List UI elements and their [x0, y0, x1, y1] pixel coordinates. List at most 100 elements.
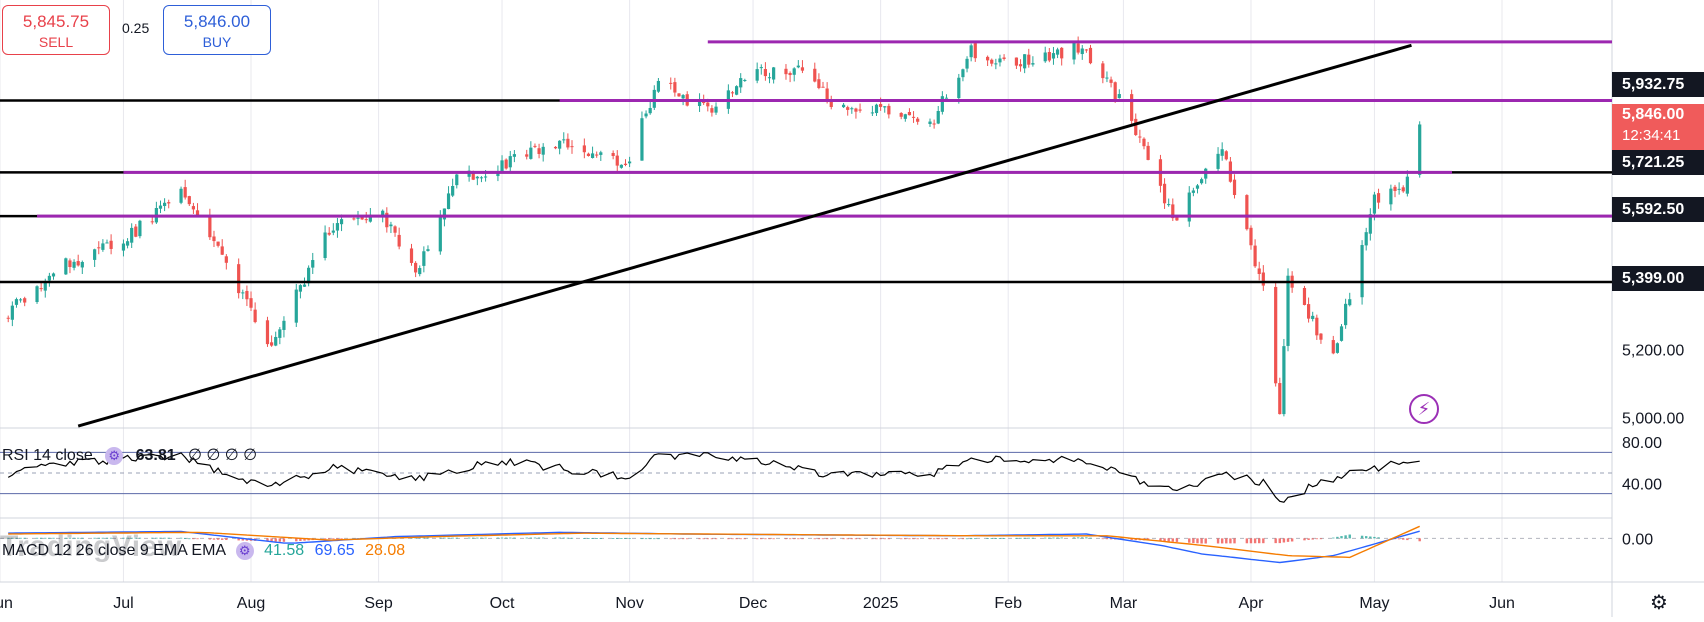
- histogram-bar: [1274, 538, 1277, 544]
- histogram-bar: [97, 537, 100, 539]
- candle: [1109, 76, 1113, 88]
- macd-tick-label: 0.00: [1622, 531, 1653, 548]
- candle: [224, 254, 228, 270]
- candle: [451, 178, 455, 198]
- candle: [101, 239, 105, 252]
- histogram-bar: [1072, 537, 1076, 539]
- candle: [586, 152, 591, 157]
- histogram-bar: [1056, 537, 1059, 539]
- candle: [418, 265, 422, 277]
- hist-value: 28.08: [365, 542, 406, 559]
- histogram-bar: [1307, 538, 1310, 540]
- histogram-bar: [1340, 536, 1343, 539]
- histogram-bar: [788, 538, 792, 540]
- macd-legend[interactable]: MACD 12 26 close 9 EMA EMA ⚙ 41.58 69.65…: [2, 542, 405, 560]
- histogram-bar: [673, 538, 677, 540]
- histogram-bar: [908, 538, 911, 540]
- candle: [1088, 44, 1093, 65]
- histogram-bar: [739, 538, 742, 540]
- time-tick-label: Aug: [237, 595, 265, 612]
- candle: [1418, 121, 1422, 178]
- histogram-bar: [1204, 538, 1207, 544]
- candle: [537, 143, 541, 159]
- histogram-bar: [1023, 537, 1026, 539]
- histogram-bar: [1319, 538, 1323, 540]
- lightning-bolt-icon[interactable]: ⚡: [1409, 394, 1439, 424]
- candle: [1339, 324, 1344, 342]
- histogram-bar: [558, 537, 561, 539]
- candle: [35, 285, 39, 304]
- gear-circle-icon[interactable]: ⚙: [105, 447, 124, 465]
- histogram-bar: [295, 538, 298, 542]
- candle: [1253, 239, 1257, 268]
- candle: [6, 315, 10, 323]
- rsi-tick-label: 40.00: [1622, 476, 1662, 493]
- candle: [1002, 54, 1006, 61]
- signal-line: [8, 525, 1420, 559]
- candle: [1315, 314, 1319, 340]
- sell-button[interactable]: 5,845.75 SELL: [2, 5, 110, 55]
- candle: [179, 186, 183, 205]
- histogram-bar: [426, 537, 430, 539]
- rsi-legend[interactable]: RSI 14 close ⚙ 63.81 ∅ ∅ ∅ ∅: [2, 445, 257, 465]
- candle: [994, 58, 998, 70]
- candle: [763, 62, 768, 81]
- histogram-bar: [813, 538, 816, 540]
- histogram-bar: [443, 537, 446, 539]
- histogram-bar: [216, 538, 220, 540]
- histogram-bar: [1076, 537, 1080, 539]
- histogram-bar: [533, 537, 537, 539]
- candle: [998, 54, 1002, 67]
- candle: [1302, 285, 1307, 306]
- histogram-bar: [1159, 538, 1162, 541]
- histogram-bar: [998, 538, 1002, 539]
- gear-circle-icon[interactable]: ⚙: [235, 542, 254, 560]
- histogram-bar: [23, 537, 26, 539]
- price-badge-5721: 5,721.25: [1612, 150, 1704, 175]
- histogram-bar: [237, 538, 240, 541]
- histogram-bar: [1044, 537, 1047, 539]
- histogram-bar: [188, 538, 191, 540]
- histogram-bar: [122, 537, 125, 539]
- time-tick-label: May: [1359, 595, 1389, 612]
- candle: [389, 221, 393, 234]
- gear-icon[interactable]: ⚙: [1650, 592, 1668, 614]
- histogram-bar: [1002, 537, 1006, 539]
- candle: [414, 261, 418, 278]
- histogram-bar: [912, 538, 915, 540]
- histogram-bar: [916, 538, 919, 540]
- candle: [187, 195, 191, 206]
- candle: [903, 113, 907, 122]
- histogram-bar: [1188, 538, 1191, 543]
- signal-value: 69.65: [314, 542, 355, 559]
- histogram-bar: [793, 538, 796, 540]
- candle: [512, 150, 516, 163]
- candle: [125, 238, 130, 249]
- candle: [870, 105, 874, 116]
- trendline-ascending[interactable]: [77, 43, 1412, 428]
- histogram-bar: [1027, 537, 1030, 539]
- histogram-bar: [93, 537, 96, 539]
- histogram-bar: [509, 537, 512, 539]
- histogram-bar: [278, 538, 282, 542]
- buy-button[interactable]: 5,846.00 BUY: [163, 5, 271, 55]
- candle: [640, 111, 644, 161]
- candle: [648, 100, 652, 115]
- candle: [965, 56, 969, 73]
- histogram-bar: [858, 538, 862, 540]
- histogram-bar: [1397, 538, 1401, 540]
- candle: [475, 175, 479, 186]
- histogram-bar: [1105, 538, 1109, 540]
- histogram-bar: [817, 538, 821, 540]
- histogram-bar: [706, 538, 709, 540]
- candle: [582, 138, 586, 159]
- time-tick-label: Jun: [1489, 595, 1515, 612]
- histogram-bar: [657, 538, 660, 540]
- candle: [1117, 89, 1121, 99]
- candle: [1228, 157, 1233, 183]
- histogram-bar: [1377, 537, 1380, 539]
- histogram-bar: [81, 537, 84, 539]
- histogram-bar: [11, 537, 14, 539]
